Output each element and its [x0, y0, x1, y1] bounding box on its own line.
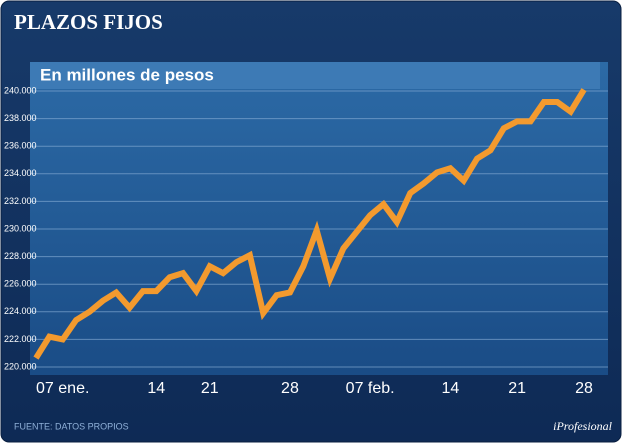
- y-tick-label: 220.000: [4, 361, 37, 371]
- x-tick-label: 28: [575, 380, 593, 397]
- y-tick-label: 234.000: [4, 168, 37, 178]
- x-tick-label: 07 feb.: [346, 380, 395, 397]
- y-tick-label: 228.000: [4, 251, 37, 261]
- x-tick-label: 28: [281, 380, 299, 397]
- data-line: [33, 88, 587, 360]
- y-tick-label: 224.000: [4, 306, 37, 316]
- y-tick-label: 222.000: [4, 334, 37, 344]
- source: FUENTE: DATOS PROPIOS: [14, 421, 129, 431]
- x-tick-label: 14: [441, 380, 459, 397]
- y-tick-label: 230.000: [4, 223, 37, 233]
- x-tick-label: 07 ene.: [36, 380, 89, 397]
- plot-area: [30, 62, 608, 375]
- y-tick-label: 238.000: [4, 113, 37, 123]
- y-tick-label: 236.000: [4, 141, 37, 151]
- x-tick-label: 21: [201, 380, 219, 397]
- y-tick-label: 226.000: [4, 279, 37, 289]
- subtitle: En millones de pesos: [40, 65, 214, 84]
- brand: iProfesional: [553, 419, 613, 433]
- x-tick-label: 21: [508, 380, 526, 397]
- chart-title: PLAZOS FIJOS: [14, 10, 163, 34]
- y-tick-label: 232.000: [4, 196, 37, 206]
- x-tick-label: 14: [147, 380, 165, 397]
- subtitle-strip: [30, 62, 600, 89]
- y-tick-label: 240.000: [4, 85, 37, 95]
